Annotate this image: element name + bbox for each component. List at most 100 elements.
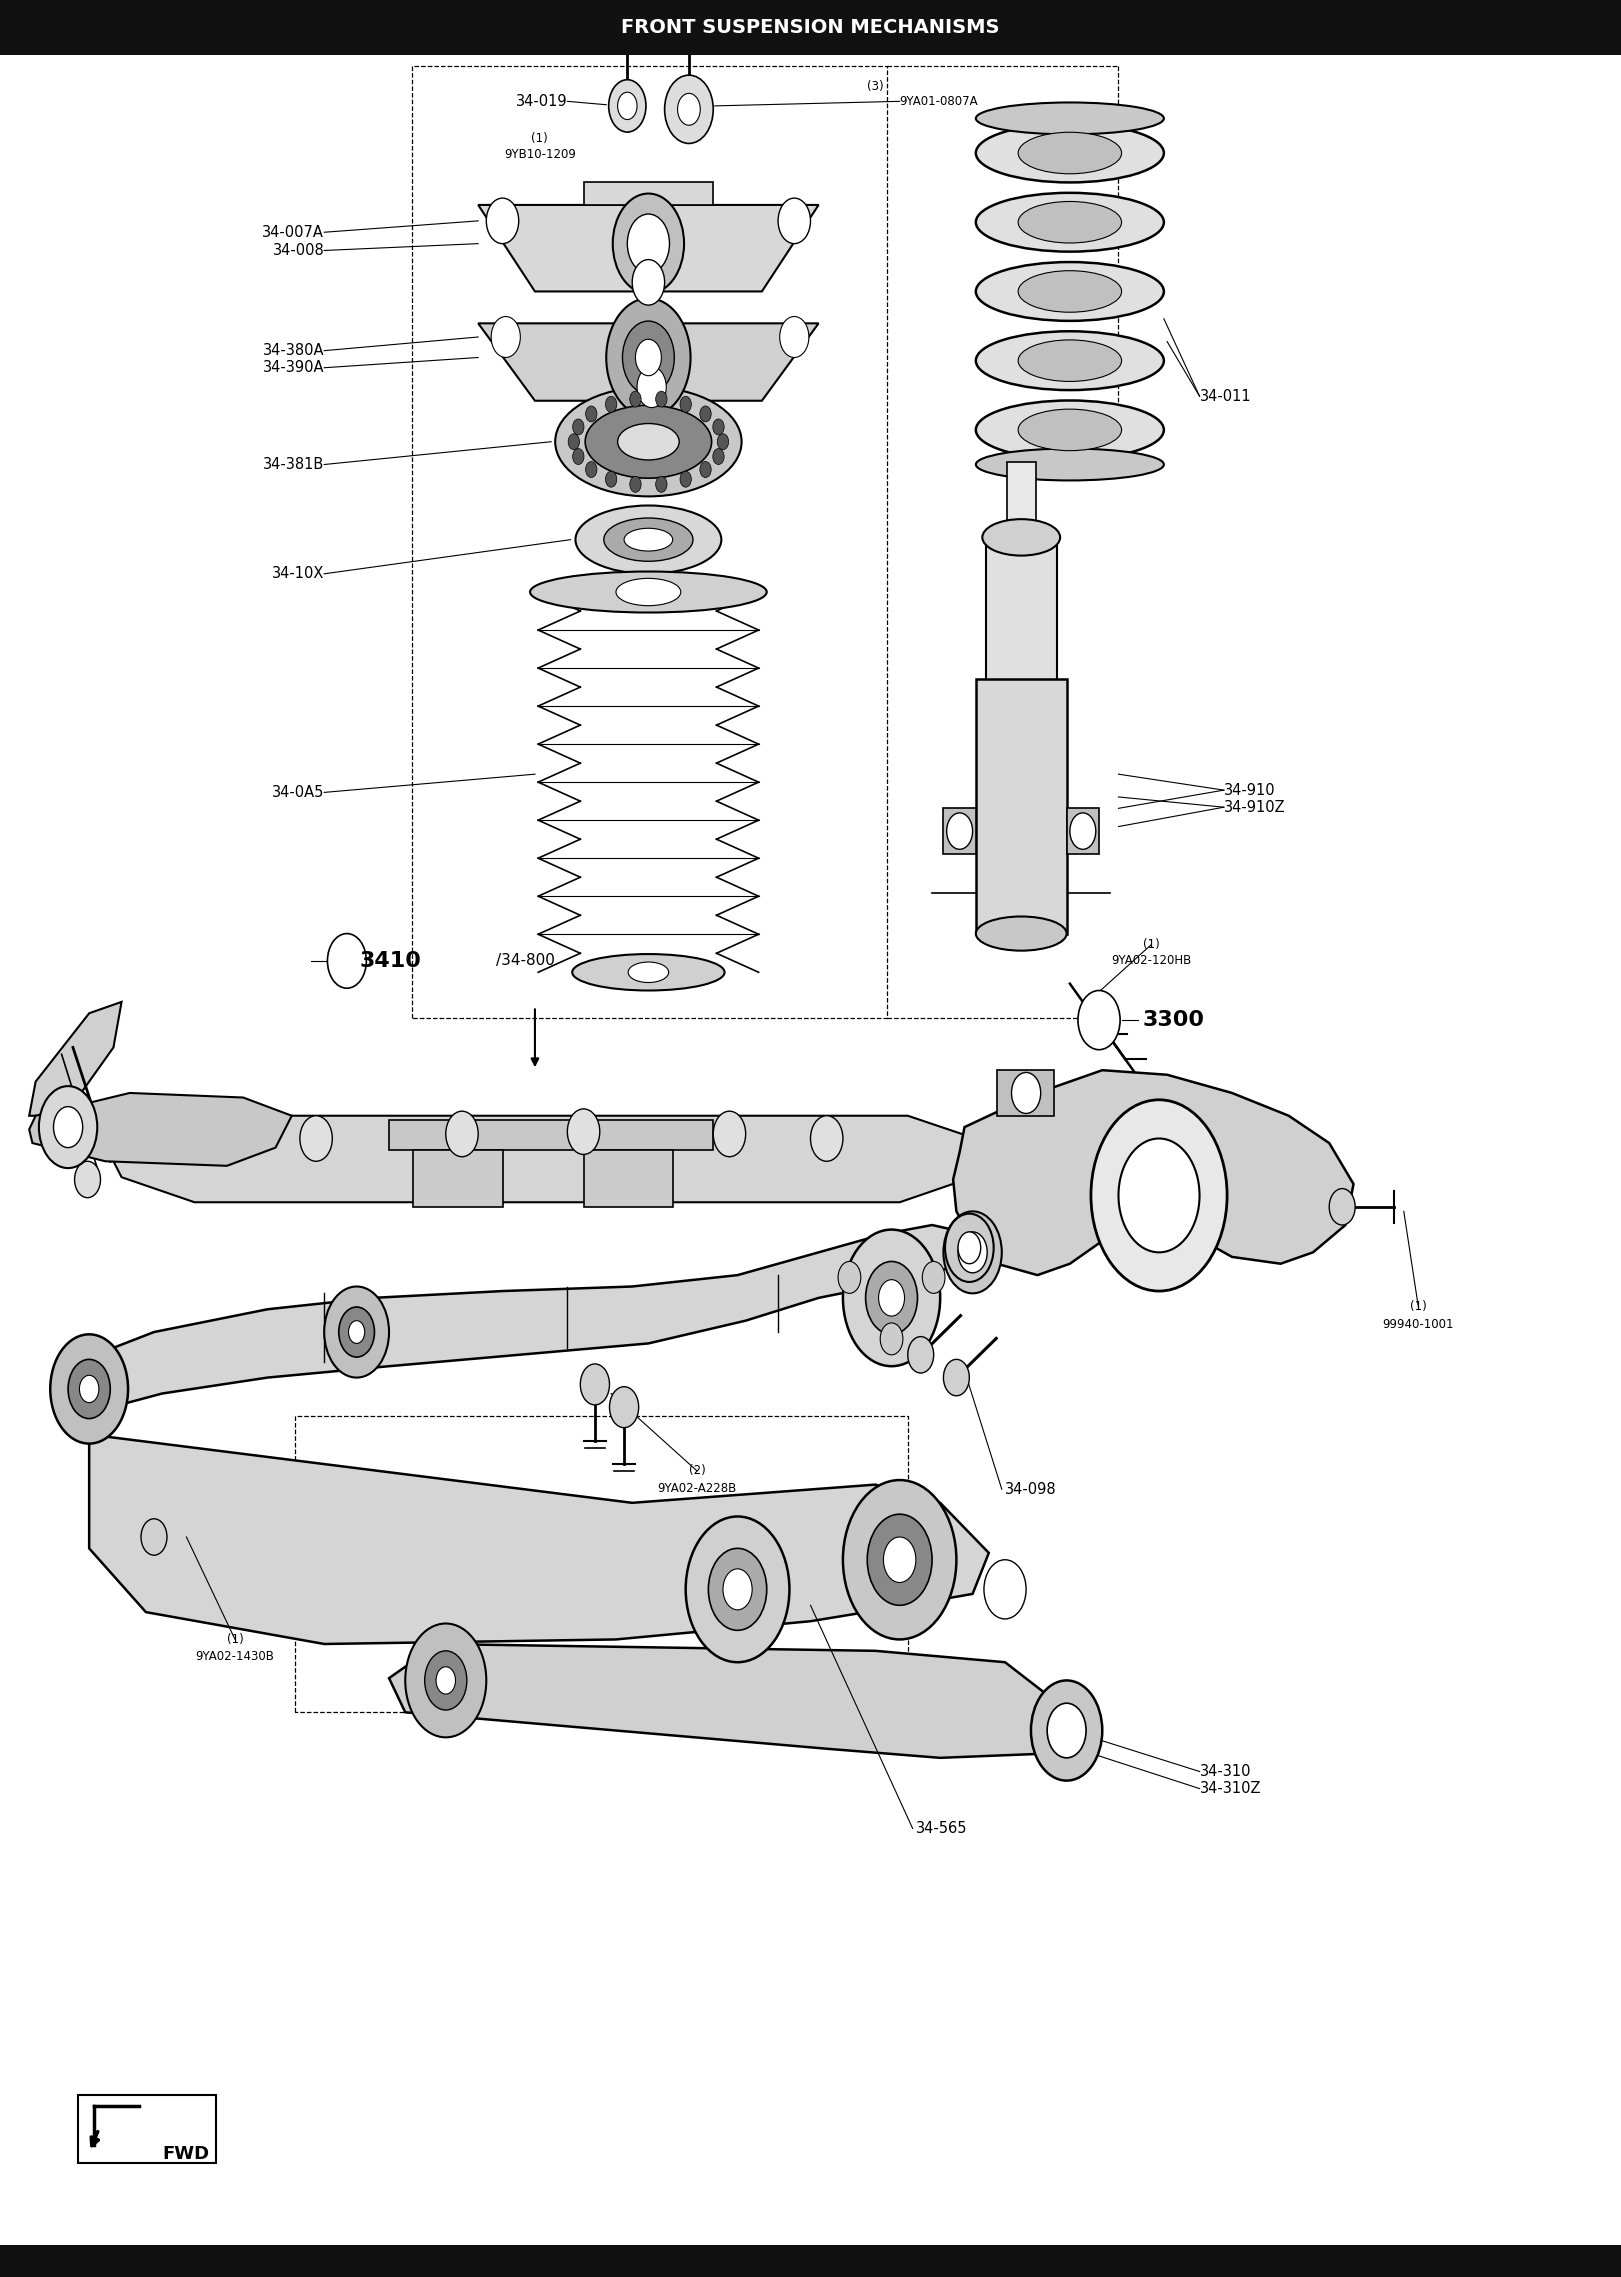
Circle shape	[567, 433, 580, 449]
Circle shape	[810, 1116, 843, 1161]
Ellipse shape	[1018, 132, 1122, 173]
Circle shape	[1031, 1680, 1102, 1781]
Circle shape	[679, 471, 691, 487]
Circle shape	[958, 1232, 981, 1264]
Circle shape	[300, 1116, 332, 1161]
Circle shape	[606, 396, 618, 412]
Polygon shape	[389, 1644, 1070, 1758]
Circle shape	[713, 419, 725, 435]
Text: (1): (1)	[1410, 1300, 1426, 1314]
Bar	[1007, 462, 1036, 535]
Text: 99940-1001: 99940-1001	[1383, 1318, 1454, 1330]
Bar	[0, 2245, 1621, 2277]
Ellipse shape	[616, 578, 681, 606]
Circle shape	[637, 367, 666, 408]
Circle shape	[50, 1334, 128, 1444]
Text: (3): (3)	[867, 80, 883, 93]
Circle shape	[713, 449, 725, 465]
Circle shape	[567, 1109, 600, 1154]
Circle shape	[632, 260, 665, 305]
Ellipse shape	[1018, 339, 1122, 383]
Circle shape	[700, 405, 712, 421]
Bar	[986, 540, 1057, 683]
Circle shape	[635, 339, 661, 376]
Circle shape	[922, 1261, 945, 1293]
Text: 34-565: 34-565	[916, 1822, 968, 1835]
Circle shape	[716, 433, 728, 449]
Circle shape	[780, 317, 809, 357]
Circle shape	[425, 1651, 467, 1710]
Ellipse shape	[603, 517, 694, 560]
Circle shape	[908, 1337, 934, 1373]
Circle shape	[843, 1230, 940, 1366]
Polygon shape	[113, 1116, 989, 1202]
Circle shape	[405, 1624, 486, 1737]
Polygon shape	[389, 1120, 713, 1150]
Ellipse shape	[624, 528, 673, 551]
Ellipse shape	[976, 915, 1067, 952]
Circle shape	[491, 317, 520, 357]
Circle shape	[713, 1111, 746, 1157]
Polygon shape	[997, 1070, 1054, 1116]
Circle shape	[681, 396, 691, 412]
Ellipse shape	[976, 449, 1164, 480]
Polygon shape	[89, 1435, 989, 1644]
Ellipse shape	[618, 424, 679, 460]
Circle shape	[708, 1548, 767, 1630]
Circle shape	[883, 1537, 916, 1583]
Text: 34-310Z: 34-310Z	[1200, 1781, 1261, 1797]
Ellipse shape	[982, 519, 1060, 556]
Text: 34-007A: 34-007A	[263, 225, 324, 239]
Ellipse shape	[585, 405, 712, 478]
Text: 34-011: 34-011	[1200, 389, 1251, 403]
Circle shape	[945, 1214, 994, 1282]
Polygon shape	[62, 1225, 973, 1412]
Text: 9YA02-1430B: 9YA02-1430B	[196, 1651, 274, 1662]
Text: (1): (1)	[532, 132, 548, 146]
Circle shape	[585, 405, 597, 421]
Text: 3300: 3300	[1143, 1011, 1204, 1029]
Bar	[976, 679, 1067, 934]
Text: 34-008: 34-008	[272, 244, 324, 257]
Circle shape	[1091, 1100, 1227, 1291]
Text: 34-0A5: 34-0A5	[272, 786, 324, 799]
Bar	[0, 0, 1621, 55]
Ellipse shape	[1018, 410, 1122, 451]
Circle shape	[141, 1519, 167, 1555]
Polygon shape	[413, 1150, 503, 1207]
Circle shape	[1329, 1189, 1355, 1225]
Ellipse shape	[627, 961, 669, 984]
Circle shape	[1118, 1138, 1200, 1252]
Polygon shape	[29, 1002, 122, 1116]
Circle shape	[943, 1211, 1002, 1293]
Circle shape	[678, 93, 700, 125]
Circle shape	[572, 449, 584, 465]
Text: 3410: 3410	[360, 952, 421, 970]
Circle shape	[608, 80, 645, 132]
Circle shape	[631, 476, 642, 492]
Text: 34-910Z: 34-910Z	[1224, 799, 1285, 815]
Circle shape	[958, 1232, 987, 1273]
Circle shape	[655, 392, 666, 408]
Polygon shape	[29, 1093, 292, 1166]
Text: (1): (1)	[227, 1633, 243, 1646]
Circle shape	[327, 934, 366, 988]
Circle shape	[39, 1086, 97, 1168]
Circle shape	[609, 1387, 639, 1428]
Circle shape	[880, 1323, 903, 1355]
Ellipse shape	[976, 194, 1164, 253]
Text: 9YA02-120HB: 9YA02-120HB	[1110, 954, 1191, 968]
Circle shape	[585, 462, 597, 478]
Circle shape	[1012, 1072, 1041, 1113]
Circle shape	[622, 321, 674, 394]
Ellipse shape	[530, 572, 767, 613]
Circle shape	[75, 1161, 101, 1198]
Circle shape	[984, 1560, 1026, 1619]
Text: 34-380A: 34-380A	[263, 344, 324, 357]
Circle shape	[867, 1514, 932, 1605]
Ellipse shape	[976, 123, 1164, 182]
Circle shape	[446, 1111, 478, 1157]
Text: FRONT SUSPENSION MECHANISMS: FRONT SUSPENSION MECHANISMS	[621, 18, 1000, 36]
Polygon shape	[943, 808, 976, 854]
Circle shape	[723, 1569, 752, 1610]
